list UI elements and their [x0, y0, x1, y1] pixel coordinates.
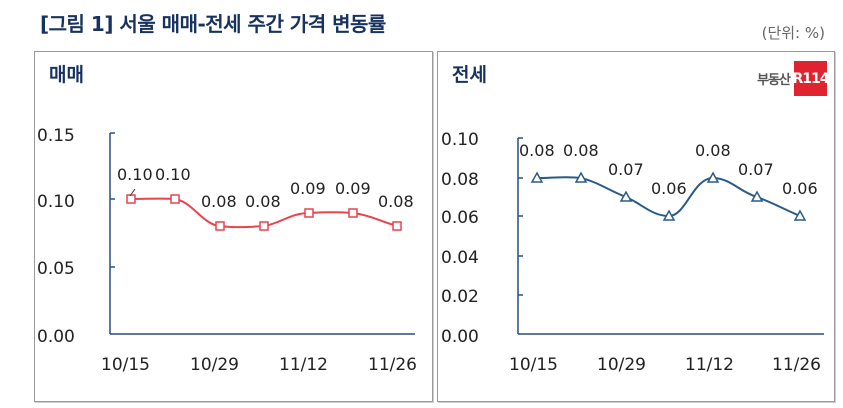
sale-y-axis: 0.15 0.10 0.05 0.00	[37, 126, 115, 347]
svg-text:0.09: 0.09	[335, 179, 371, 198]
svg-text:0.08: 0.08	[201, 192, 237, 211]
sale-data-labels: 0.10 0.10 0.08 0.08 0.09 0.09 0.08	[117, 165, 414, 211]
sale-xtick: 10/29	[190, 355, 239, 375]
r114-logo: 부동산 R114	[757, 61, 830, 96]
jeonse-chart-panel: 전세 부동산 R114 0.10 0.08 0.06 0.04 0.02 0.0…	[437, 51, 835, 402]
jeonse-xtick: 10/15	[509, 355, 558, 375]
jeonse-xtick: 10/29	[597, 355, 646, 375]
sale-ytick: 0.05	[37, 259, 75, 279]
sale-ytick: 0.00	[37, 327, 75, 347]
jeonse-ytick: 0.02	[441, 287, 479, 307]
sale-chart-title: 매매	[49, 64, 84, 86]
svg-text:0.06: 0.06	[782, 179, 818, 198]
jeonse-chart-title: 전세	[452, 64, 487, 86]
unit-label: (단위: %)	[761, 24, 825, 42]
sale-ytick: 0.15	[37, 126, 75, 146]
jeonse-ytick: 0.08	[441, 170, 479, 190]
jeonse-xtick: 11/26	[772, 355, 821, 375]
svg-text:0.07: 0.07	[738, 160, 774, 179]
jeonse-x-axis: 10/15 10/29 11/12 11/26	[509, 333, 824, 375]
jeonse-ytick: 0.06	[441, 208, 479, 228]
sale-chart-panel: 매매 0.15 0.10 0.05 0.00 10/15 10/29 11/12…	[34, 51, 433, 402]
svg-text:0.08: 0.08	[378, 192, 414, 211]
sale-xtick: 11/26	[368, 355, 417, 375]
sale-markers	[126, 194, 402, 231]
logo-text: 부동산	[757, 73, 791, 88]
svg-text:0.08: 0.08	[563, 141, 599, 160]
svg-text:0.06: 0.06	[651, 179, 687, 198]
svg-text:0.10: 0.10	[155, 165, 191, 184]
jeonse-ytick: 0.10	[441, 130, 479, 150]
jeonse-ytick: 0.04	[441, 248, 479, 268]
sale-xtick: 10/15	[101, 355, 150, 375]
logo-box: R114	[793, 61, 830, 96]
sale-ytick: 0.10	[37, 192, 75, 212]
svg-text:0.08: 0.08	[519, 141, 555, 160]
jeonse-xtick: 11/12	[685, 355, 734, 375]
jeonse-chart-plot: 0.10 0.08 0.06 0.04 0.02 0.00 10/15 10/2…	[441, 130, 824, 375]
jeonse-ytick: 0.00	[441, 327, 479, 347]
sale-x-axis: 10/15 10/29 11/12 11/26	[101, 333, 417, 375]
jeonse-data-labels: 0.08 0.08 0.07 0.06 0.08 0.07 0.06	[519, 141, 818, 198]
svg-text:0.09: 0.09	[290, 179, 326, 198]
jeonse-y-axis: 0.10 0.08 0.06 0.04 0.02 0.00	[441, 130, 523, 347]
svg-text:0.08: 0.08	[245, 192, 281, 211]
svg-text:0.08: 0.08	[695, 141, 731, 160]
sale-xtick: 11/12	[279, 355, 328, 375]
jeonse-markers	[530, 171, 807, 221]
figure-title: [그림 1] 서울 매매-전세 주간 가격 변동률	[40, 12, 386, 36]
svg-text:0.07: 0.07	[608, 160, 644, 179]
sale-leader-line	[129, 188, 136, 197]
svg-text:0.10: 0.10	[117, 165, 153, 184]
sale-chart-plot: 0.15 0.10 0.05 0.00 10/15 10/29 11/12 11…	[37, 126, 417, 375]
